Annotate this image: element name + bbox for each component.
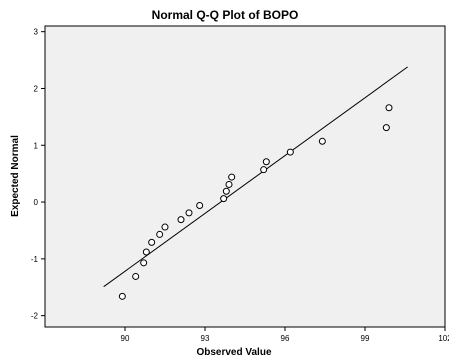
x-tick-label: 96 [281, 334, 290, 343]
y-tick-label: -1 [31, 255, 39, 264]
qq-point [161, 223, 169, 231]
reference-line-layer [103, 66, 408, 288]
y-tick-label: 1 [34, 141, 39, 150]
y-axis-label: Expected Normal [10, 135, 21, 217]
qq-point [382, 124, 390, 132]
qq-point [262, 158, 270, 166]
x-tick-label: 99 [361, 334, 370, 343]
reference-line [103, 66, 408, 288]
qq-point [260, 166, 268, 174]
qq-point [148, 238, 156, 246]
qq-point [318, 137, 326, 145]
qq-point [228, 173, 236, 181]
chart-title: Normal Q-Q Plot of BOPO [152, 8, 299, 22]
qq-point [132, 272, 140, 280]
qq-point [156, 230, 164, 238]
qq-point [220, 195, 228, 203]
qq-point [196, 201, 204, 209]
x-tick-label: 90 [121, 334, 130, 343]
y-tick-label: 2 [34, 84, 39, 93]
y-tick-label: 3 [34, 28, 39, 37]
plot-area [44, 25, 446, 328]
x-tick-label: 102 [438, 334, 449, 343]
qq-point [118, 292, 126, 300]
y-tick-label: 0 [34, 198, 39, 207]
qq-point [222, 187, 230, 195]
y-tick-label: -2 [31, 312, 39, 321]
qq-point [225, 180, 233, 188]
tick-layer: 90 93 96 99 102 -2 -1 0 1 2 3 [31, 28, 449, 343]
qq-point [286, 148, 294, 156]
qq-point [142, 248, 150, 256]
x-axis-label: Observed Value [196, 347, 271, 358]
qq-point [140, 259, 148, 267]
qq-point [177, 216, 185, 224]
x-tick-label: 93 [201, 334, 210, 343]
qq-point [185, 209, 193, 217]
qq-point [385, 104, 393, 112]
points-layer [118, 104, 393, 300]
